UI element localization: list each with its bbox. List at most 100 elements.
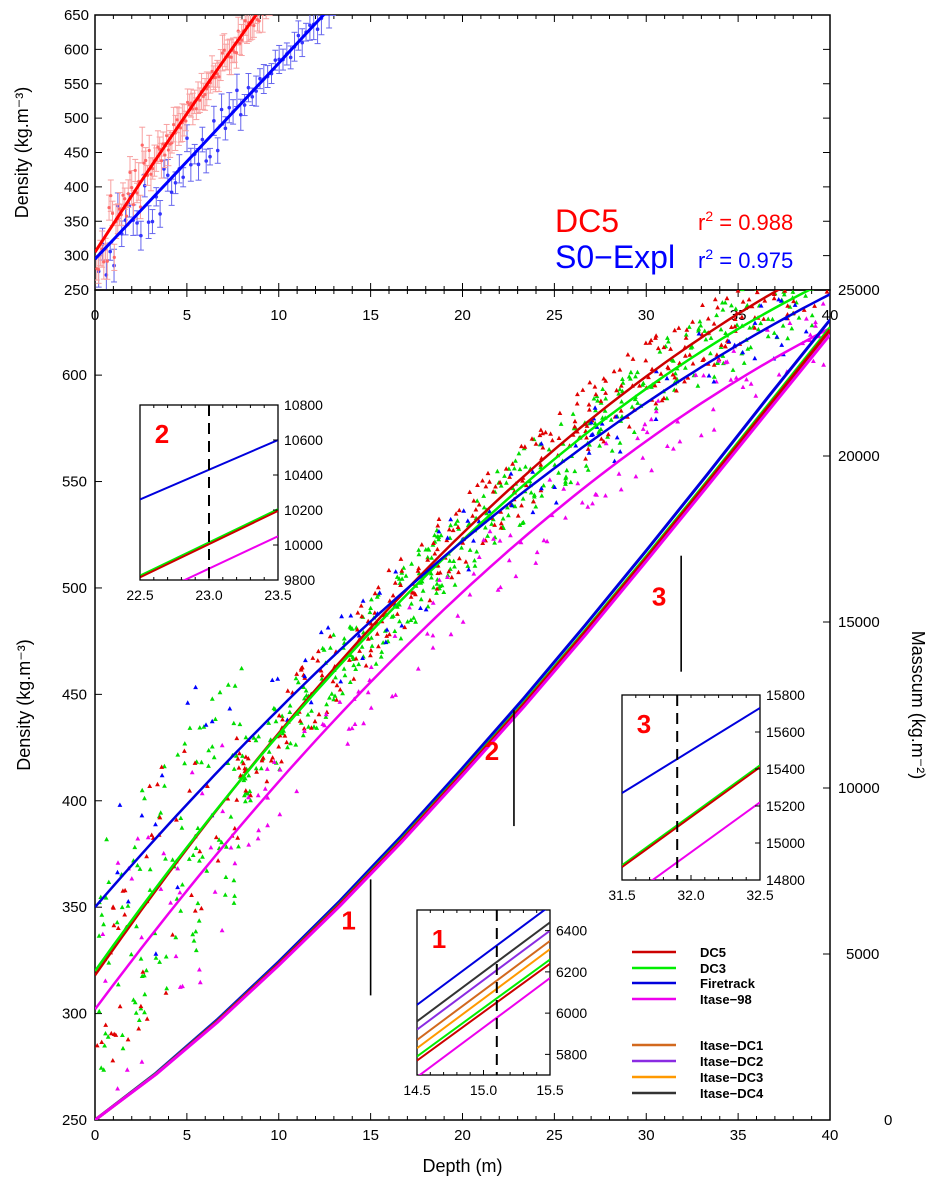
- inset-ytick-label: 5800: [556, 1046, 587, 1062]
- main-dc3-point: [591, 396, 597, 401]
- main-dc3-point: [495, 468, 500, 474]
- main-dc3-point: [570, 411, 576, 416]
- main-dc3-point: [353, 666, 359, 671]
- main-dc3-point: [708, 350, 713, 356]
- main-itase98-point: [393, 692, 398, 697]
- main-dc3-point: [472, 558, 477, 563]
- top-blue-point: [173, 180, 178, 185]
- main-firetrack-point: [153, 951, 159, 956]
- main-dc3-point: [619, 399, 624, 404]
- main-dc3-point: [367, 609, 373, 615]
- callout-label-3: 3: [652, 582, 666, 612]
- main-itase98-point: [731, 348, 737, 353]
- shared-xtick-label: 5: [183, 307, 191, 324]
- main-dc3-point: [629, 404, 635, 409]
- main-dc3-point: [369, 635, 374, 640]
- main-dc5-point: [690, 319, 695, 324]
- main-itase98-point: [448, 631, 454, 637]
- main-xtick-label: 0: [91, 1127, 99, 1144]
- main-dc5-point: [351, 676, 357, 681]
- main-dc3-point: [802, 258, 807, 262]
- main-dc3-point: [608, 417, 614, 422]
- main-firetrack-point: [269, 677, 275, 682]
- main-dc5-point: [771, 295, 777, 301]
- main-firetrack-point: [778, 298, 784, 303]
- main-dc3-point: [756, 326, 761, 332]
- main-dc3-point: [137, 866, 143, 871]
- main-dc5-point: [672, 375, 678, 380]
- inset-ytick-label: 15400: [766, 761, 805, 777]
- top-ytick-label: 300: [64, 248, 89, 265]
- main-dc5-point: [192, 760, 198, 765]
- main-firetrack-point: [740, 349, 746, 355]
- inset-line-firetrack: [622, 707, 760, 794]
- main-dc3-point: [328, 645, 333, 650]
- main-dc5-point: [533, 441, 539, 446]
- main-dc5-point: [824, 290, 830, 294]
- main-dc5-point: [480, 540, 486, 545]
- main-itase98-point: [139, 1059, 145, 1064]
- main-dc3-point: [714, 312, 719, 318]
- main-dc5-point: [319, 672, 325, 678]
- main-dc3-point: [420, 588, 426, 593]
- main-dc3-point: [539, 493, 545, 498]
- main-dc3-point: [770, 316, 775, 322]
- top-red-point: [220, 51, 225, 55]
- inset-line-dc5: [140, 509, 278, 579]
- main-dc3-point: [761, 274, 766, 278]
- main-dc5-point: [337, 687, 343, 692]
- callout-label-2: 2: [485, 736, 499, 766]
- main-dc5-point: [503, 466, 509, 471]
- top-red-point: [234, 51, 239, 55]
- inset-line-dc3: [417, 958, 550, 1058]
- main-dc3-point: [342, 672, 348, 678]
- main-dc5-point: [746, 297, 752, 302]
- main-firetrack-point: [779, 342, 785, 347]
- main-dc3-point: [231, 877, 237, 883]
- main-firetrack-point: [377, 590, 383, 595]
- main-dc5-point: [661, 395, 667, 400]
- main-dc3-point: [765, 316, 771, 321]
- main-itase98-point: [481, 537, 487, 542]
- main-dc3-point: [309, 708, 314, 713]
- main-itase98-point: [603, 440, 609, 446]
- main-dc3-point: [563, 481, 568, 486]
- main-dc3-point: [441, 589, 447, 594]
- main-dc5-point: [174, 817, 179, 822]
- main-dc5-point: [712, 296, 718, 302]
- main-firetrack-point: [614, 414, 619, 419]
- main-dc3-point: [204, 868, 210, 873]
- main-dc3-point: [603, 396, 609, 401]
- main-firetrack-point: [586, 450, 592, 455]
- main-dc5-point: [722, 343, 728, 349]
- main-dc3-point: [256, 734, 261, 739]
- main-dc5-point: [463, 559, 469, 564]
- main-itase98-point: [460, 619, 466, 624]
- main-itase98-point: [808, 332, 813, 337]
- main-dc3-point: [789, 326, 795, 331]
- main-dc3-point: [392, 628, 398, 633]
- top-blue-point: [139, 233, 143, 238]
- main-x-axis-label: Depth (m): [422, 1156, 502, 1176]
- main-itase98-point: [594, 492, 599, 497]
- main-dc5-point: [355, 610, 361, 615]
- main-dc3-point: [429, 555, 434, 560]
- main-dc5-point: [392, 580, 398, 585]
- main-xtick-label: 35: [730, 1127, 747, 1144]
- top-blue-point: [223, 126, 228, 131]
- inset-label: 3: [637, 709, 651, 739]
- main-dc5-point: [453, 511, 459, 516]
- main-dc3-point: [331, 696, 337, 702]
- main-dc3-point: [236, 844, 241, 849]
- main-dc5-point: [540, 445, 546, 450]
- main-dc5-point: [724, 295, 730, 301]
- main-dc5-point: [812, 241, 817, 245]
- inset-ytick-label: 15200: [766, 798, 805, 814]
- main-dc5-point: [236, 765, 242, 770]
- main-dc3-point: [411, 615, 417, 620]
- main-dc5-point: [729, 324, 734, 329]
- main-dc5-point: [711, 321, 717, 326]
- main-dc3-point: [683, 365, 688, 370]
- main-dc3-point: [758, 320, 764, 326]
- main-itase98-point: [575, 480, 581, 486]
